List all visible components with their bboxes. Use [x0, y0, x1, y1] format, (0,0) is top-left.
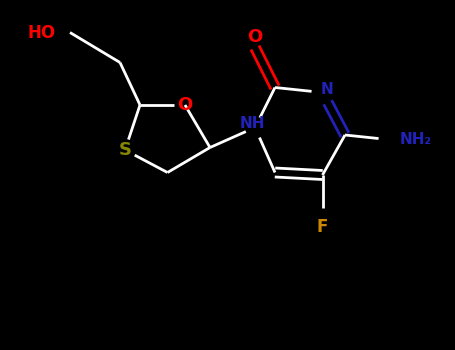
- Text: NH: NH: [240, 116, 265, 131]
- Text: HO: HO: [28, 23, 56, 42]
- Text: NH₂: NH₂: [400, 133, 432, 147]
- Text: S: S: [118, 141, 131, 159]
- Text: N: N: [321, 83, 334, 98]
- Text: F: F: [317, 217, 328, 236]
- Text: O: O: [248, 28, 263, 46]
- Text: O: O: [177, 96, 192, 114]
